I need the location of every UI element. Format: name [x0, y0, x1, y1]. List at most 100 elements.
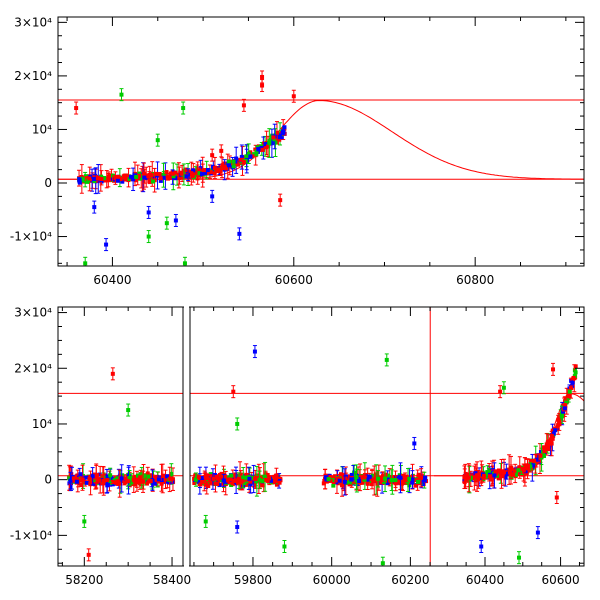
bottom-outlier-point: [126, 408, 131, 413]
top-plot-area: [58, 70, 584, 266]
bottom-data-point: [421, 482, 426, 487]
bottom-data-point: [549, 437, 554, 442]
bottom-data-point: [403, 476, 408, 481]
top-data-point: [244, 154, 249, 159]
bottom-data-point: [555, 424, 560, 429]
top-data-point: [260, 147, 265, 152]
top-ytick-label: 3×10⁴: [14, 15, 52, 29]
top-data-point: [277, 133, 282, 138]
bottom-data-point: [340, 474, 345, 479]
bottom-data-point: [367, 474, 372, 479]
bottom-data-point: [263, 472, 268, 477]
bottom-data-point: [193, 477, 198, 482]
top-data-point: [220, 163, 225, 168]
bottom-data-point: [231, 473, 236, 478]
top-data-point: [174, 173, 179, 178]
top-data-point: [274, 130, 279, 135]
bottom-data-point: [331, 483, 336, 488]
bottom-data-point: [346, 474, 351, 479]
bottom-data-point: [494, 473, 499, 478]
bottom-data-point: [512, 469, 517, 474]
bottom-data-point: [465, 472, 470, 477]
bottom-data-point: [359, 476, 364, 481]
bottom-data-point: [347, 482, 352, 487]
bottom-data-point: [557, 419, 562, 424]
bottom-data-point: [348, 479, 353, 484]
top-data-point: [134, 178, 139, 183]
bottom-data-point: [127, 475, 132, 480]
bottom-data-point: [416, 479, 421, 484]
top-data-point: [115, 176, 120, 181]
top-data-point: [281, 129, 286, 134]
bottom-data-point: [405, 479, 410, 484]
bottom-data-point: [129, 476, 134, 481]
bottom-data-point: [148, 479, 153, 484]
bottom-data-point: [154, 477, 159, 482]
bottom-data-point: [462, 475, 467, 480]
bottom-data-point: [370, 473, 375, 478]
bottom-data-point: [110, 479, 115, 484]
bottom-data-point: [217, 483, 222, 488]
bottom-data-point: [145, 471, 150, 476]
top-data-point: [158, 176, 163, 181]
top-data-point: [153, 171, 158, 176]
bottom-data-point: [214, 481, 219, 486]
bottom-data-point: [215, 475, 220, 480]
bottom-data-point: [138, 472, 143, 477]
top-data-point: [157, 171, 162, 176]
bottom-data-point: [343, 476, 348, 481]
bottom-data-point: [420, 478, 425, 483]
bottom-data-point: [74, 479, 79, 484]
bottom-data-point: [365, 481, 370, 486]
bottom-data-point: [84, 480, 89, 485]
bottom-data-point: [105, 483, 110, 488]
bottom-data-point: [254, 479, 259, 484]
top-data-point: [224, 166, 229, 171]
top-model-curve: [58, 99, 584, 180]
top-data-point: [256, 147, 261, 152]
bottom-outlier-point: [517, 555, 522, 560]
bottom-data-point: [90, 474, 95, 479]
top-data-point: [99, 177, 104, 182]
bottom-data-point: [133, 482, 138, 487]
bottom-data-point: [248, 479, 253, 484]
bottom-data-point: [79, 483, 84, 488]
top-data-point: [147, 179, 152, 184]
bottom-data-point: [570, 383, 575, 388]
top-data-point: [142, 175, 147, 180]
top-data-point: [195, 170, 200, 175]
bottom-data-point: [567, 393, 572, 398]
bottom-data-point: [352, 470, 357, 475]
top-xtick-label: 60800: [456, 273, 494, 287]
bottom-data-point: [573, 370, 578, 375]
top-data-point: [254, 149, 259, 154]
top-data-point: [91, 177, 96, 182]
top-data-point: [164, 170, 169, 175]
top-data-point: [115, 178, 120, 183]
bottom-data-point: [119, 476, 124, 481]
bottom-data-point: [573, 364, 578, 369]
bottom-outlier-point: [380, 561, 385, 566]
top-data-point: [277, 137, 282, 142]
bottom-data-point: [91, 481, 96, 486]
bottom-data-point: [521, 468, 526, 473]
bottom-data-point: [161, 473, 166, 478]
top-data-point: [200, 171, 205, 176]
bottom-data-point: [517, 465, 522, 470]
top-data-point: [190, 174, 195, 179]
bottom-data-point: [209, 480, 214, 485]
top-data-point: [241, 160, 246, 165]
bottom-data-point: [398, 475, 403, 480]
bottom-data-point: [250, 476, 255, 481]
bottom-data-point: [212, 472, 217, 477]
bottom-data-point: [528, 464, 533, 469]
bottom-data-point: [419, 475, 424, 480]
bottom-data-point: [205, 474, 210, 479]
bottom-data-point: [422, 478, 427, 483]
bottom-data-point: [159, 481, 164, 486]
top-ytick-label: -1×10⁴: [10, 230, 52, 244]
bottom-data-point: [93, 479, 98, 484]
bottom-data-point: [202, 477, 207, 482]
bottom-data-point: [393, 475, 398, 480]
